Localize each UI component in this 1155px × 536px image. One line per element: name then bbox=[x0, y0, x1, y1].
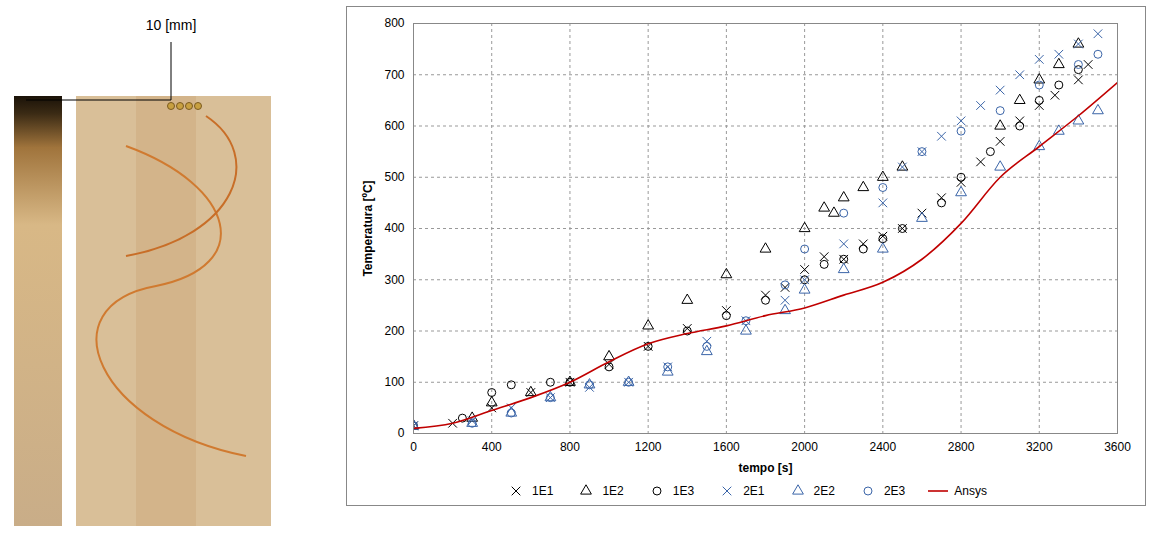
svg-text:2800: 2800 bbox=[948, 440, 975, 454]
html-text:1E2: 1E2 bbox=[602, 484, 624, 498]
svg-text:800: 800 bbox=[560, 440, 580, 454]
html-text:2E1: 2E1 bbox=[743, 484, 765, 498]
svg-text:500: 500 bbox=[384, 170, 404, 184]
html-text:1E1: 1E1 bbox=[532, 484, 554, 498]
svg-text:400: 400 bbox=[384, 221, 404, 235]
svg-text:0: 0 bbox=[410, 440, 417, 454]
svg-text:800: 800 bbox=[384, 16, 404, 30]
svg-text:700: 700 bbox=[384, 68, 404, 82]
svg-text:1600: 1600 bbox=[713, 440, 740, 454]
svg-text:100: 100 bbox=[384, 375, 404, 389]
html-text:2E2: 2E2 bbox=[813, 484, 835, 498]
svg-text:0: 0 bbox=[398, 426, 405, 440]
svg-text:300: 300 bbox=[384, 273, 404, 287]
svg-text:200: 200 bbox=[384, 324, 404, 338]
svg-text:1200: 1200 bbox=[635, 440, 662, 454]
svg-text:10 [mm]: 10 [mm] bbox=[146, 17, 197, 33]
html-text:Ansys: Ansys bbox=[954, 484, 987, 498]
svg-text:400: 400 bbox=[482, 440, 502, 454]
svg-text:3200: 3200 bbox=[1026, 440, 1053, 454]
html-text:2E3: 2E3 bbox=[883, 484, 906, 498]
svg-text:tempo [s]: tempo [s] bbox=[739, 461, 793, 475]
html-text:1E3: 1E3 bbox=[672, 484, 695, 498]
svg-text:3600: 3600 bbox=[1104, 440, 1131, 454]
svg-text:2400: 2400 bbox=[869, 440, 896, 454]
svg-text:Temperatura [ºC]: Temperatura [ºC] bbox=[361, 180, 375, 276]
svg-text:2000: 2000 bbox=[791, 440, 818, 454]
svg-text:600: 600 bbox=[384, 119, 404, 133]
